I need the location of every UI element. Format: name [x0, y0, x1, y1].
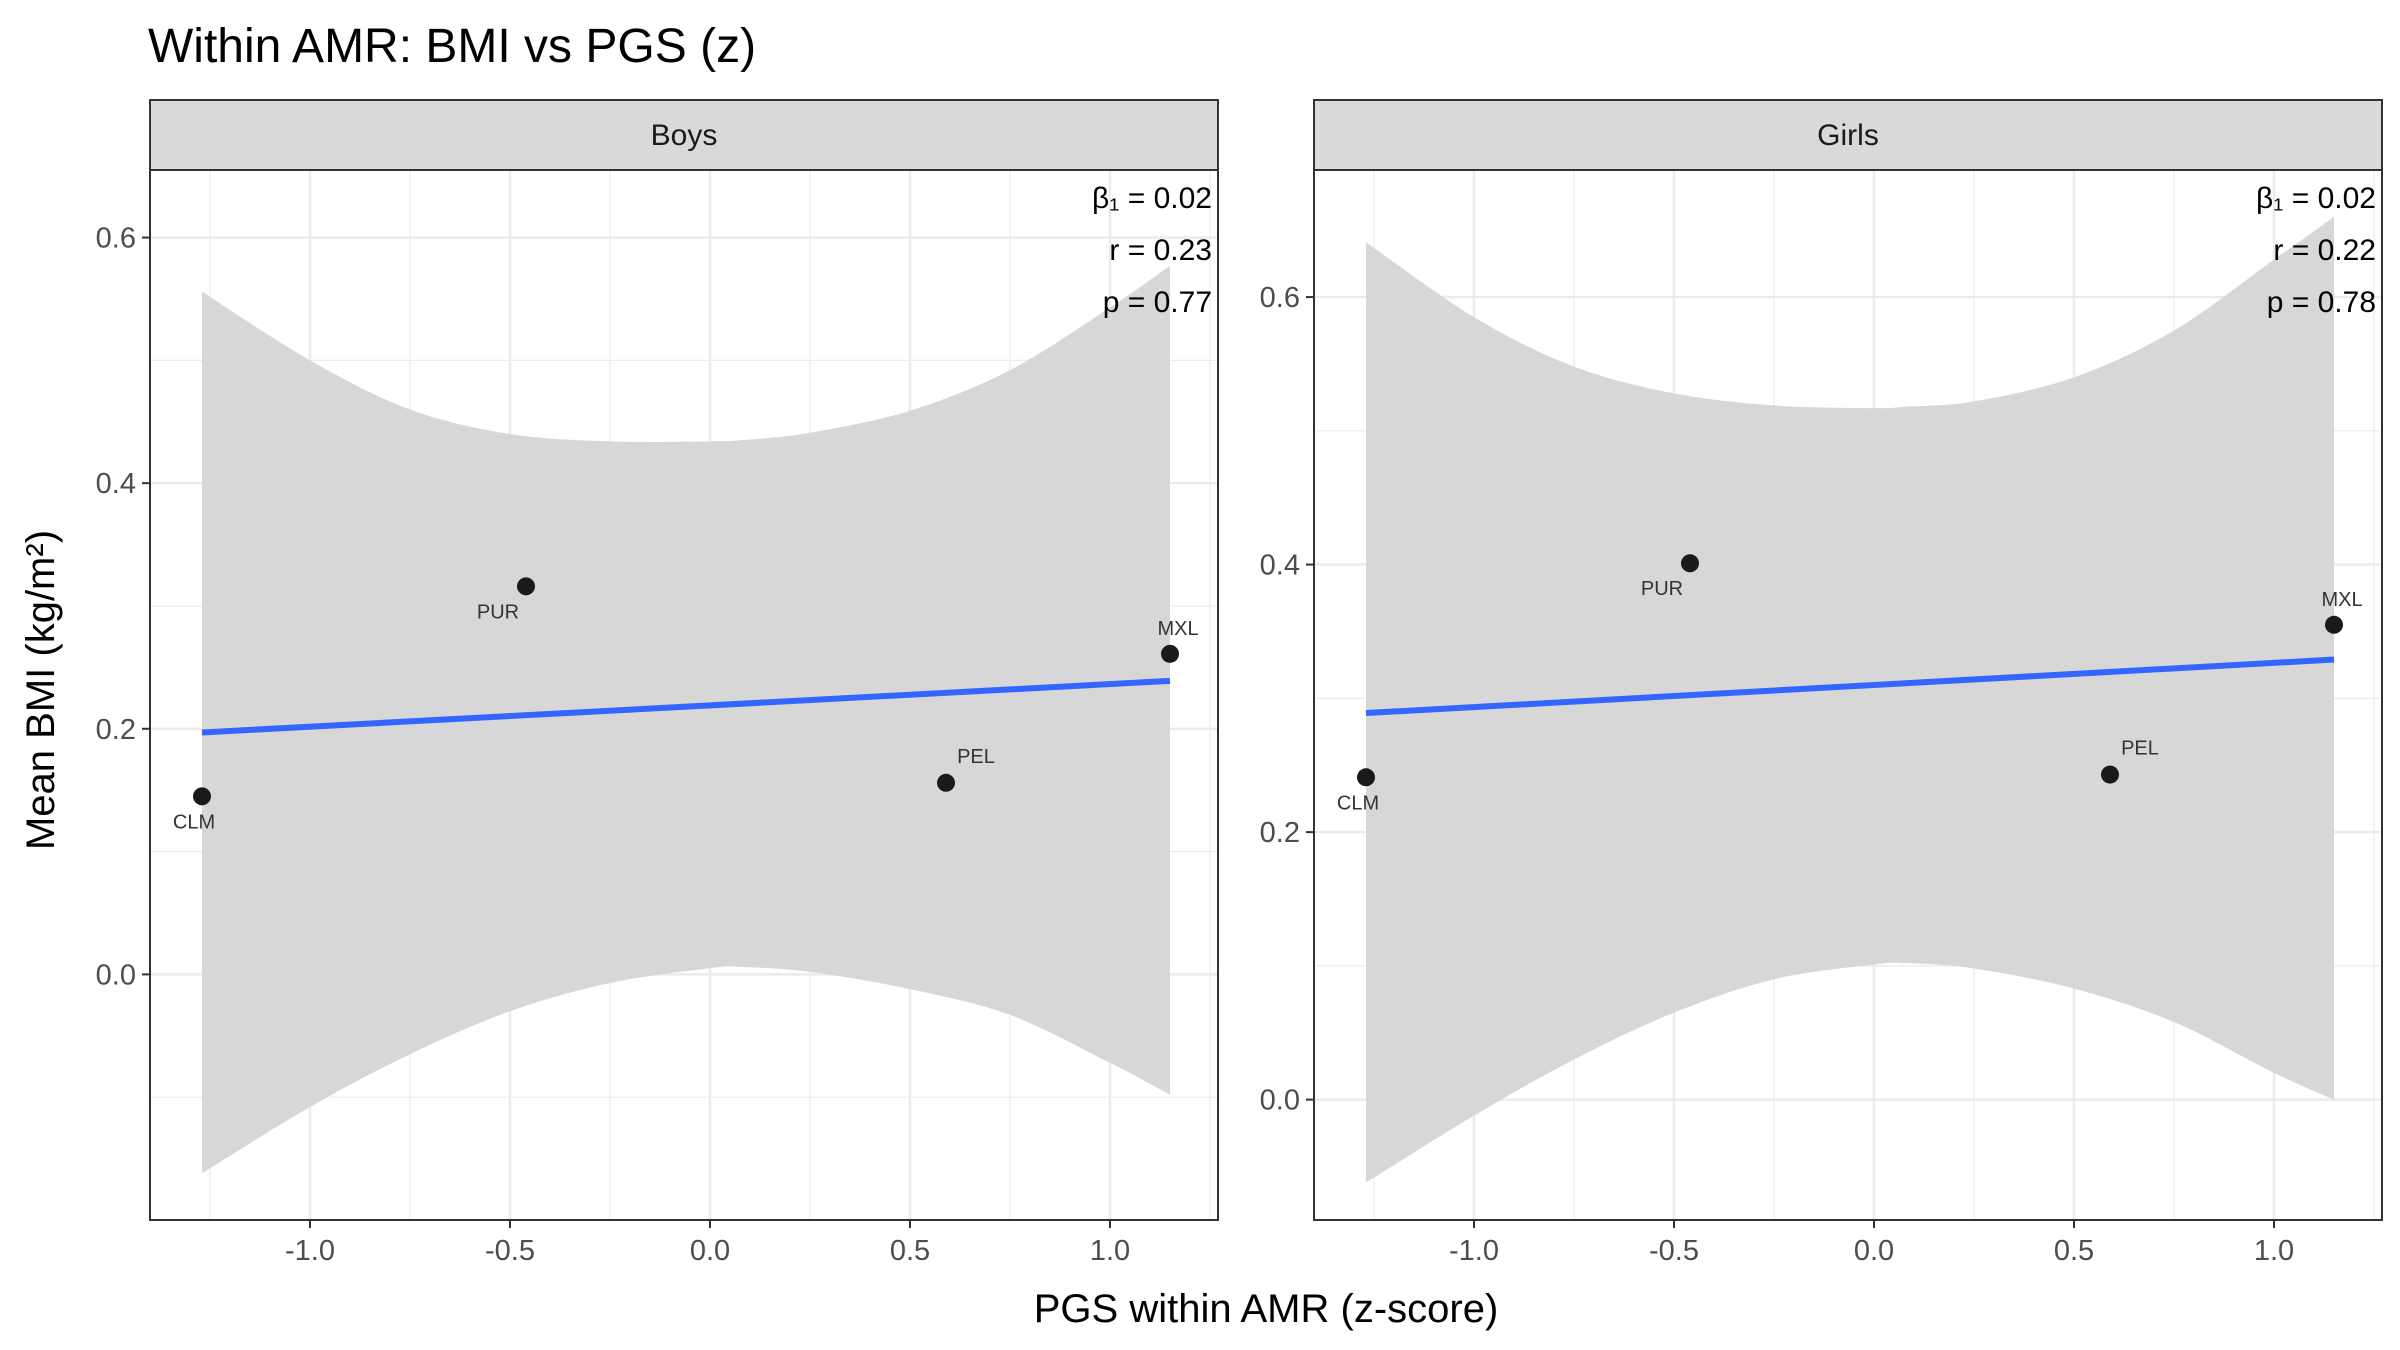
point-label-mxl: MXL [2321, 589, 2362, 611]
y-tick-label: 0.0 [1260, 1085, 1300, 1117]
y-axis-title: Mean BMI (kg/m²) [19, 530, 63, 850]
point-label-pur: PUR [1641, 578, 1683, 600]
annotation-line-0: β₁ = 0.02 [2256, 182, 2376, 215]
point-clm [193, 787, 211, 806]
stats-annotation: β₁ = 0.02 r = 0.22 p = 0.78 [2256, 182, 2376, 319]
point-label-pel: PEL [957, 746, 995, 768]
point-label-pur: PUR [477, 601, 519, 623]
regression-line [1365, 656, 2335, 717]
y-axis-girls: 0.0 0.2 0.4 0.6 [1260, 282, 1314, 1117]
annotation-line-1: r = 0.22 [2273, 234, 2376, 267]
y-tick-label: 0.2 [96, 714, 136, 746]
annotation-line-1: r = 0.23 [1109, 234, 1212, 267]
stats-annotation: β₁ = 0.02 r = 0.23 p = 0.77 [1092, 182, 1212, 319]
y-tick-label: 0.4 [96, 468, 136, 500]
x-tick-label: -0.5 [485, 1235, 535, 1267]
point-label-pel: PEL [2121, 738, 2159, 760]
point-label-clm: CLM [173, 811, 215, 833]
x-tick-label: 1.0 [2254, 1235, 2294, 1267]
strip-girls [1313, 99, 2383, 171]
x-tick-label: 0.5 [2054, 1235, 2094, 1267]
point-pur [517, 577, 535, 596]
fit-line [201, 677, 1171, 736]
annotation-line-0: β₁ = 0.02 [1092, 182, 1212, 215]
annotation-line-2: p = 0.78 [2267, 286, 2376, 319]
point-label-clm: CLM [1337, 792, 1379, 814]
x-tick-label: 0.5 [890, 1235, 930, 1267]
confidence-ribbon [202, 265, 1170, 1174]
point-pur [1681, 554, 1699, 573]
x-axis-girls: -1.0 -0.5 0.0 0.5 1.0 [1449, 1220, 2294, 1267]
fit-line [1365, 656, 2335, 717]
point-clm [1357, 768, 1375, 787]
y-tick-label: 0.4 [1260, 550, 1300, 582]
x-tick-label: -1.0 [285, 1235, 335, 1267]
data-points: CLM PUR PEL MXL [173, 577, 1199, 833]
point-mxl [2325, 615, 2343, 634]
x-tick-label: -1.0 [1449, 1235, 1499, 1267]
point-label-mxl: MXL [1157, 618, 1198, 640]
x-tick-label: 0.0 [1854, 1235, 1894, 1267]
y-tick-label: 0.0 [96, 959, 136, 991]
regression-line [201, 677, 1171, 736]
y-axis-boys: 0.0 0.2 0.4 0.6 [96, 223, 150, 991]
x-axis-boys: -1.0 -0.5 0.0 0.5 1.0 [285, 1220, 1130, 1267]
point-pel [937, 773, 955, 792]
strip-label-boys: Boys [651, 119, 718, 152]
ci-ribbon [202, 265, 1170, 1174]
y-tick-label: 0.6 [96, 223, 136, 255]
x-tick-label: 0.0 [690, 1235, 730, 1267]
annotation-line-2: p = 0.77 [1103, 286, 1212, 319]
strip-label-girls: Girls [1817, 119, 1879, 152]
y-tick-label: 0.2 [1260, 817, 1300, 849]
strip-boys [149, 99, 1219, 171]
ci-ribbon [1366, 216, 2334, 1183]
y-tick-label: 0.6 [1260, 282, 1300, 314]
point-mxl [1161, 644, 1179, 663]
panel-boys: CLM PUR PEL MXL β₁ = 0.02 r = 0.23 p = 0.77 B… [96, 99, 1219, 1267]
point-pel [2101, 765, 2119, 784]
x-tick-label: 1.0 [1090, 1235, 1130, 1267]
x-tick-label: -0.5 [1649, 1235, 1699, 1267]
data-points: CLM PUR PEL MXL [1337, 554, 2363, 814]
x-axis-title: PGS within AMR (z-score) [1034, 1287, 1499, 1331]
confidence-ribbon [1366, 216, 2334, 1183]
chart-title: Within AMR: BMI vs PGS (z) [148, 20, 756, 73]
panel-girls: CLM PUR PEL MXL β₁ = 0.02 r = 0.22 p = 0.78 G… [1260, 99, 2383, 1267]
